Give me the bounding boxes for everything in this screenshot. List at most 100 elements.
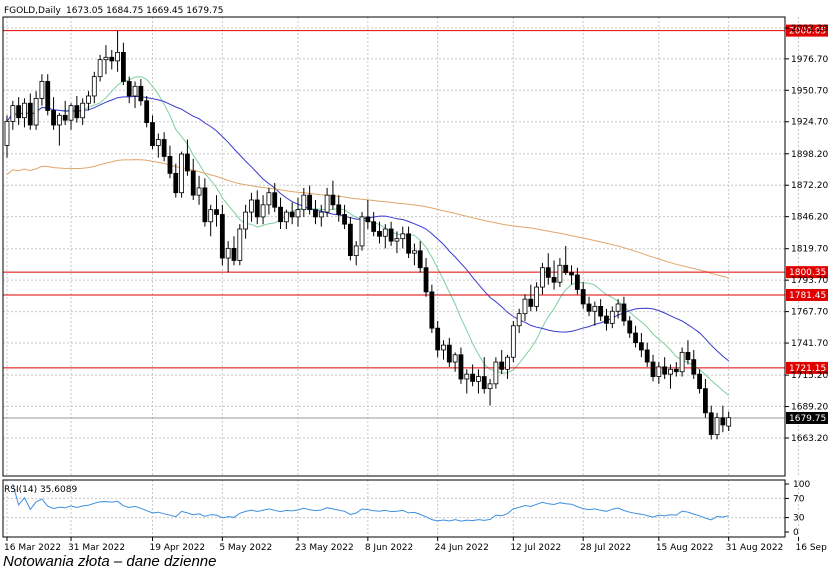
candle-body [27, 102, 33, 126]
candle-body [377, 231, 382, 237]
level-label-bg [786, 288, 828, 301]
candle-body [644, 349, 650, 363]
level-label: 1781.45 [789, 291, 826, 301]
candle-body [481, 376, 487, 390]
candle-body [74, 105, 80, 119]
candle-body [347, 223, 353, 257]
candle-body [190, 170, 196, 196]
level-label: 1721.15 [789, 364, 826, 374]
candle-body [516, 313, 522, 327]
rsi-line [12, 483, 729, 522]
candle-body [196, 187, 202, 196]
candle-body [417, 250, 423, 269]
candle-body [458, 354, 464, 380]
candle-body [714, 417, 720, 436]
candle-body [708, 412, 714, 436]
candle-body [51, 110, 56, 126]
candle-body [353, 245, 359, 257]
candle-body [400, 233, 406, 240]
y-tick-label: 1793.70 [791, 276, 828, 286]
candle-body [144, 100, 150, 123]
candle-body [214, 209, 219, 215]
rsi-y-tick-label: 100 [793, 480, 810, 490]
candle-body [219, 214, 225, 259]
x-tick-label: 31 Mar 2022 [68, 543, 125, 553]
candle-body [685, 351, 691, 361]
x-tick-label: 28 Jul 2022 [580, 543, 631, 553]
candle-body [208, 209, 214, 223]
candle-body [638, 342, 644, 351]
candle-body [307, 194, 313, 211]
y-tick-label: 1715.20 [791, 371, 828, 381]
y-tick-label: 1846.20 [791, 213, 828, 223]
y-tick-label: 2002.20 [791, 24, 828, 34]
candle-body [318, 211, 324, 218]
candle-body [592, 306, 598, 312]
candle-body [563, 264, 569, 273]
x-tick-label: 24 Jun 2022 [435, 543, 489, 553]
candle-body [283, 211, 289, 223]
ma-slow-line [6, 159, 729, 279]
candle-body [4, 120, 10, 146]
candle-body [365, 216, 371, 223]
candle-body [243, 211, 249, 230]
x-tick-label: 23 May 2022 [295, 543, 354, 553]
candle-body [56, 114, 62, 126]
candle-body [691, 359, 697, 375]
candle-body [551, 276, 557, 283]
current-price-label-bg [786, 411, 828, 424]
x-tick-label: 31 Aug 2022 [726, 543, 784, 553]
rsi-label: RSI(14) 35.6089 [4, 485, 77, 495]
candle-body [167, 156, 173, 174]
y-tick-label: 1950.70 [791, 86, 828, 96]
candle-body [476, 376, 481, 382]
candle-body [295, 209, 301, 218]
candle-body [540, 267, 545, 288]
candle-body [260, 204, 266, 218]
level-label-bg [786, 266, 828, 279]
candle-body [225, 247, 231, 259]
candle-body [650, 361, 656, 377]
candle-body [435, 327, 441, 351]
candle-body [126, 81, 132, 97]
candle-body [621, 303, 627, 322]
candle-body [91, 76, 97, 97]
candle-body [406, 233, 411, 254]
x-tick-label: 8 Jun 2022 [365, 543, 413, 553]
y-tick-label: 1872.20 [791, 181, 828, 191]
candle-body [545, 267, 551, 278]
axes: 2002.20 1976.70 1950.70 1924.70 1898.20 1872.… [2, 16, 830, 553]
candle-body [668, 368, 673, 375]
price-panel-frame [2, 16, 786, 477]
rsi-y-tick-label: 30 [793, 514, 805, 524]
candle-body [499, 361, 505, 370]
candle-body [266, 192, 272, 206]
candle-body [580, 289, 586, 305]
candle-body [185, 153, 190, 172]
candle-body [16, 105, 22, 119]
candle-body [202, 187, 208, 223]
level-label-bg [786, 361, 828, 374]
candle-body [493, 361, 499, 385]
candle-body [22, 102, 27, 119]
current-price-label: 1679.75 [789, 414, 826, 424]
candle-body [33, 97, 39, 126]
candle-body [411, 250, 417, 254]
candle-body [359, 216, 365, 247]
candle-body [254, 199, 260, 218]
candle-body [487, 383, 493, 390]
candle-body [62, 114, 68, 121]
candle-body [394, 238, 400, 242]
x-tick-label: 16 Sep 2022 [796, 543, 830, 553]
candle-body [557, 264, 563, 283]
chart-caption: Notowania złota – dane dzienne [3, 553, 217, 570]
candle-body [586, 303, 592, 312]
y-tick-label: 1767.70 [791, 308, 828, 318]
candle-body [429, 291, 435, 329]
candle-body [382, 228, 388, 237]
candle-body [662, 366, 668, 375]
candles [4, 30, 732, 440]
rsi-y-tick-label: 0 [793, 528, 799, 538]
candle-body [231, 247, 237, 261]
candle-body [86, 95, 91, 104]
